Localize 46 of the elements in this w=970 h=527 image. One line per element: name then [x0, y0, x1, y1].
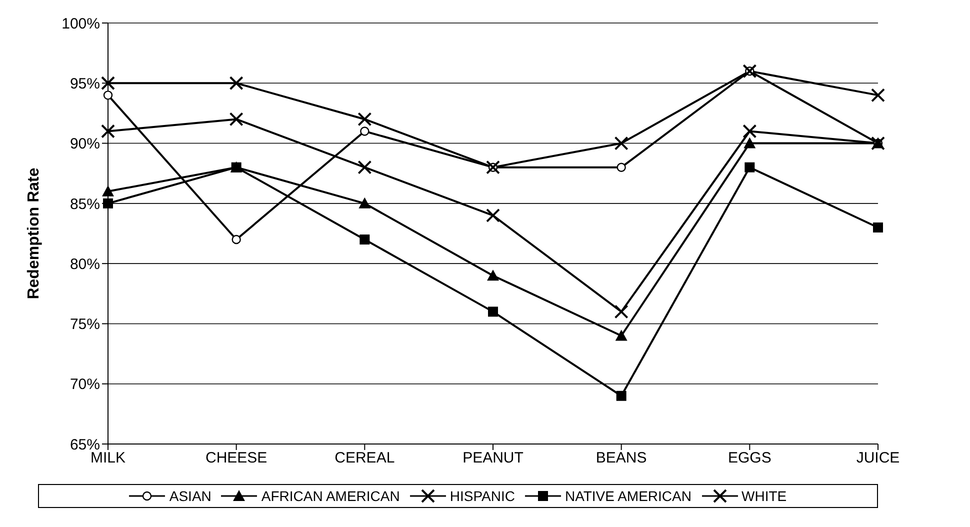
point	[229, 76, 244, 90]
point	[358, 112, 372, 126]
point	[871, 88, 885, 102]
point	[614, 136, 628, 150]
point	[742, 124, 757, 138]
legend-label: NATIVE AMERICAN	[564, 488, 692, 504]
point	[486, 160, 500, 174]
point	[488, 306, 498, 317]
point	[616, 390, 626, 401]
legend-label: AFRICAN AMERICAN	[261, 488, 400, 504]
x-tick-label: BEANS	[596, 450, 647, 467]
x-tick-label: JUICE	[856, 450, 900, 467]
y-tick-label: 80%	[70, 256, 100, 273]
point	[360, 234, 370, 245]
legend-label: ASIAN	[169, 488, 212, 504]
point	[615, 330, 628, 341]
x-tick-label: CEREAL	[334, 450, 395, 467]
point	[873, 222, 883, 232]
x-tick-label: CHEESE	[205, 450, 268, 467]
point	[358, 197, 371, 208]
point	[742, 64, 757, 78]
point	[101, 76, 115, 90]
point	[103, 90, 113, 100]
point	[232, 234, 241, 244]
point	[486, 208, 500, 222]
point	[616, 162, 626, 172]
point	[102, 185, 114, 196]
y-axis-title: Redemption Rate	[26, 168, 43, 300]
y-tick-label: 90%	[70, 136, 100, 153]
point	[360, 126, 370, 136]
y-tick-label: 70%	[70, 376, 100, 394]
point	[744, 137, 756, 148]
y-tick-label: 100%	[62, 15, 100, 32]
point	[614, 304, 628, 319]
y-tick-label: 95%	[70, 75, 100, 92]
x-tick-label: PEANUT	[462, 450, 524, 467]
x-tick-label: EGGS	[728, 450, 772, 467]
point	[358, 160, 372, 174]
legend-label: WHITE	[742, 488, 787, 504]
point	[487, 270, 499, 281]
point	[101, 124, 115, 138]
legend-label: HISPANIC	[450, 488, 515, 504]
y-tick-label: 85%	[70, 196, 100, 213]
point	[229, 112, 244, 126]
point	[744, 162, 755, 172]
y-tick-label: 75%	[70, 316, 100, 334]
